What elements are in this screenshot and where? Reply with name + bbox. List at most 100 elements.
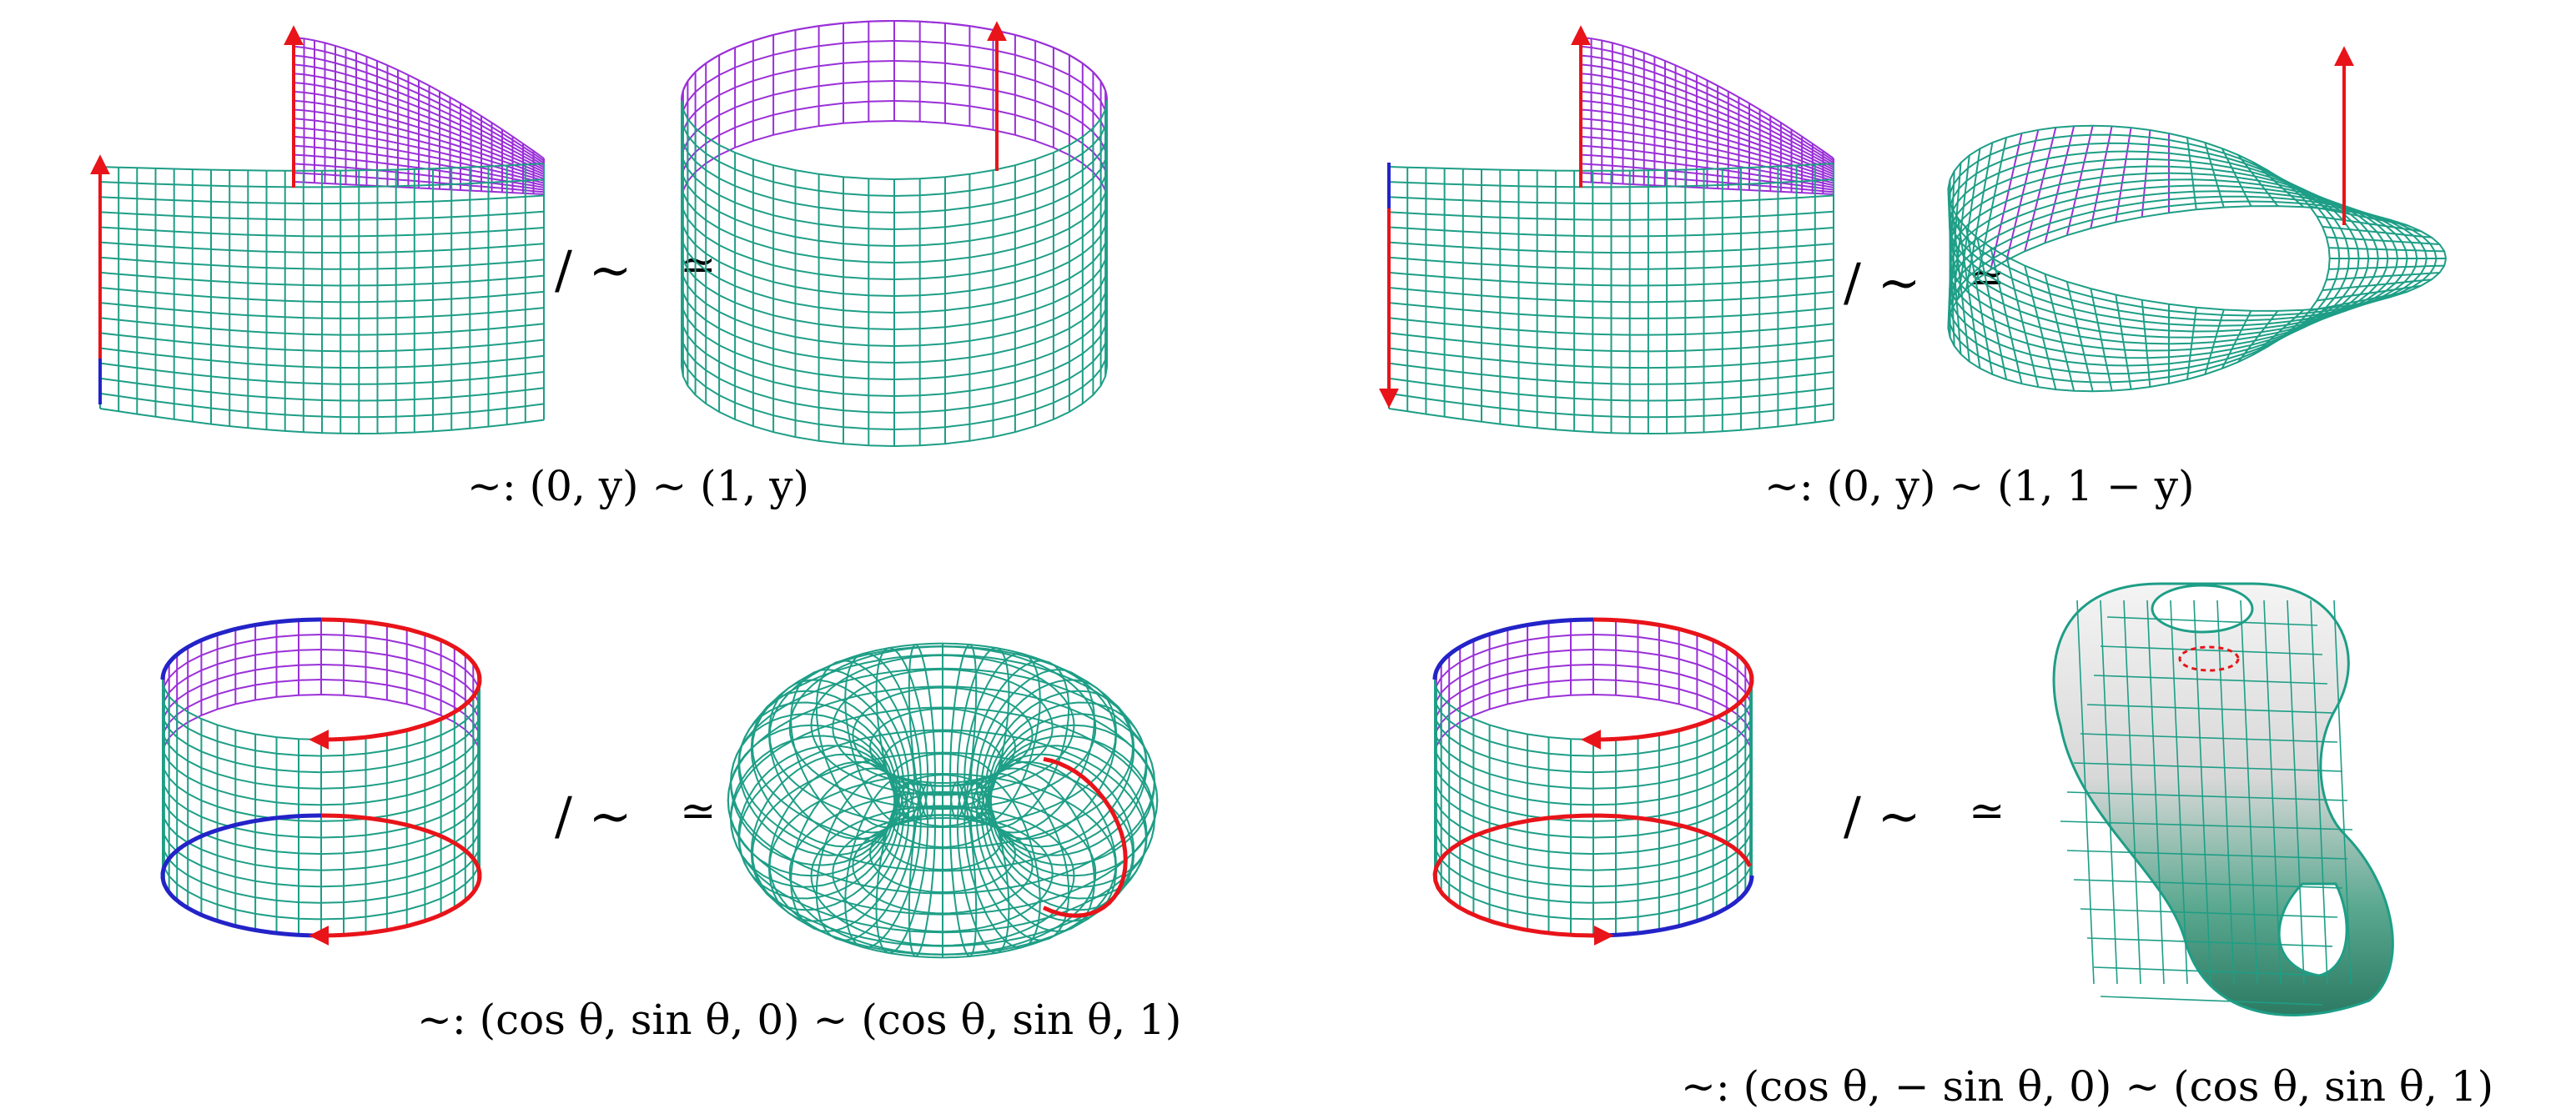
mesh-line — [293, 54, 545, 164]
mesh-line — [1388, 194, 1834, 205]
mesh-line — [890, 753, 995, 810]
mesh-line — [1580, 99, 1834, 175]
mesh-line — [681, 79, 1108, 161]
panel-cylinder: / ~ ≃ ~: (0, y) ~ (1, y) — [90, 19, 1108, 510]
mesh-line — [99, 241, 545, 254]
mesh-line — [99, 347, 545, 369]
mesh-line — [681, 283, 1108, 364]
mesh-line — [681, 199, 1108, 281]
mesh-line — [868, 707, 1016, 787]
mesh-line — [681, 99, 1108, 181]
mesh-line — [293, 73, 545, 168]
mesh-line — [1434, 760, 1753, 822]
mesh-line — [1580, 108, 1834, 178]
mesh-line — [1580, 144, 1834, 187]
mesh-line — [1388, 362, 1834, 385]
mesh-line — [1948, 142, 2428, 322]
mesh-line — [99, 194, 545, 205]
mesh-line — [1580, 127, 1834, 182]
mesh-line — [1580, 82, 1834, 171]
mesh-line — [1580, 181, 1834, 195]
mesh-line — [751, 645, 1134, 850]
mesh-line — [2240, 600, 2258, 985]
mesh-line — [768, 642, 1117, 829]
mesh-line — [1434, 810, 1753, 871]
mesh-line — [293, 172, 545, 193]
mesh-line — [1434, 793, 1753, 856]
mesh-line — [162, 693, 480, 755]
mesh-line — [1947, 124, 2448, 312]
mesh-line — [1434, 859, 1753, 921]
mesh-line — [99, 287, 545, 304]
mesh-line — [1580, 37, 1834, 159]
mesh-line — [1388, 377, 1834, 402]
mesh-line — [1434, 663, 1753, 725]
mesh-line — [882, 805, 1004, 871]
mesh-line — [893, 774, 992, 827]
mesh-line — [293, 127, 545, 182]
mesh-line — [810, 805, 1075, 947]
klein-inner-loop — [2178, 645, 2240, 672]
mesh-line — [162, 695, 480, 757]
mesh-line — [1580, 63, 1834, 166]
mesh-line — [1388, 256, 1834, 270]
rim-arc — [1432, 813, 1752, 938]
mesh-line — [1434, 745, 1753, 806]
mesh-line — [1947, 133, 2438, 317]
mesh-line — [99, 302, 545, 319]
mesh-line — [1388, 163, 1834, 172]
mesh-line — [1949, 165, 2398, 339]
mesh-line — [681, 249, 1108, 331]
mesh-line — [1580, 163, 1834, 191]
rim-arc — [320, 679, 482, 742]
klein-neck-opening — [2151, 584, 2254, 634]
mesh-line — [1949, 190, 2418, 367]
mesh-line — [2086, 937, 2333, 947]
mesh-line — [293, 82, 545, 171]
mesh-line — [1434, 693, 1753, 755]
mesh-line — [99, 332, 545, 353]
mesh-line — [788, 790, 1097, 956]
mesh-line — [738, 729, 1147, 947]
torus-seam — [1043, 756, 1128, 918]
mesh-line — [1388, 392, 1834, 419]
mesh-line — [1434, 695, 1753, 757]
mesh-line — [2080, 908, 2338, 918]
panel-klein: / ~ ≃ ~: (cos θ, − sin θ, 0) ~ (cos θ, s… — [1432, 582, 2493, 1111]
mesh-line — [293, 118, 545, 180]
mesh-line — [99, 226, 545, 238]
panel-mobius: / ~ ≃ ~: (0, y) ~ (1, 1 − y) — [1379, 25, 2448, 510]
mesh-line — [1388, 178, 1834, 188]
mesh-line — [1388, 287, 1834, 304]
mesh-line — [99, 362, 545, 385]
mesh-line — [2146, 600, 2165, 985]
quotient-symbol-4: / ~ — [1844, 785, 1921, 846]
mesh-line — [2100, 996, 2323, 1006]
cylinder-surface — [681, 19, 1108, 448]
mesh-line — [882, 730, 1004, 795]
mesh-line — [162, 663, 480, 725]
mesh-line — [1947, 205, 2448, 393]
mesh-line — [162, 826, 480, 888]
mesh-line — [2310, 600, 2328, 985]
mesh-line — [681, 216, 1108, 298]
mesh-line — [681, 183, 1108, 264]
torus-surface — [727, 642, 1159, 959]
mesh-line — [2170, 600, 2188, 985]
mesh-line — [2193, 600, 2211, 985]
mesh-line — [293, 63, 545, 166]
mesh-line — [162, 859, 480, 921]
mesh-line — [2073, 879, 2343, 889]
rim-arc — [1592, 875, 1754, 938]
mesh-line — [2073, 762, 2343, 772]
mesh-line — [1388, 302, 1834, 319]
mesh-line — [868, 814, 1016, 894]
mesh-line — [681, 266, 1108, 348]
mesh-line — [2123, 600, 2141, 985]
mesh-line — [293, 108, 545, 178]
mesh-line — [1388, 226, 1834, 238]
mesh-line — [293, 45, 545, 162]
rim-arc — [320, 813, 482, 876]
mesh-line — [681, 59, 1108, 141]
